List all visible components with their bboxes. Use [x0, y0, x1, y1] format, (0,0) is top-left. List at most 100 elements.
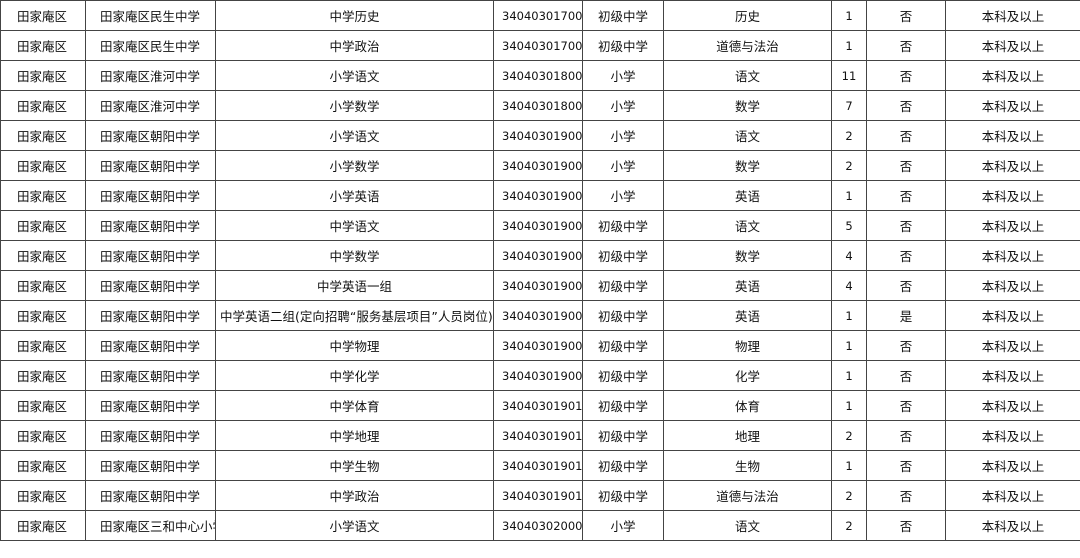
school-level-cell: 初级中学 [582, 390, 664, 421]
table-row: 田家庵区 田家庵区朝阳中学 中学数学 340403019005 初级中学 数学 4 否本科及以… [0, 240, 1080, 271]
position-code-cell: 340403019008 [493, 330, 583, 361]
targeted-cell: 否 [866, 150, 946, 181]
education-cell: 本科及以上 [945, 390, 1080, 421]
table-row: 田家庵区 田家庵区民生中学 中学政治 340403017009 初级中学 道德与法治 1 否本… [0, 30, 1080, 61]
headcount-cell: 1 [831, 180, 867, 211]
school-level-cell: 初级中学 [582, 480, 664, 511]
table-row: 田家庵区 田家庵区三和中心小学 小学语文 340403020001 小学 语文 2 否本科及以… [0, 510, 1080, 541]
targeted-cell: 否 [866, 480, 946, 511]
table-row: 田家庵区 田家庵区朝阳中学 中学英语二组(定向招聘“服务基层项目”人员岗位) 3404… [0, 300, 1080, 331]
district-cell: 田家庵区 [0, 180, 86, 211]
targeted-cell: 否 [866, 30, 946, 61]
position-code-cell: 340403019001 [493, 120, 583, 151]
subject-cell: 地理 [663, 420, 832, 451]
position-cell: 小学数学 [215, 90, 494, 121]
district-cell: 田家庵区 [0, 510, 86, 541]
school-level-cell: 初级中学 [582, 330, 664, 361]
targeted-cell: 否 [866, 210, 946, 241]
district-cell: 田家庵区 [0, 300, 86, 331]
subject-cell: 道德与法治 [663, 30, 832, 61]
table-row: 田家庵区 田家庵区淮河中学 小学语文 340403018001 小学 语文 11 否本科及以上 [0, 60, 1080, 91]
district-cell: 田家庵区 [0, 480, 86, 511]
school-level-cell: 小学 [582, 60, 664, 91]
headcount-cell: 5 [831, 210, 867, 241]
district-cell: 田家庵区 [0, 420, 86, 451]
education-cell: 本科及以上 [945, 450, 1080, 481]
education-cell: 本科及以上 [945, 0, 1080, 31]
education-cell: 本科及以上 [945, 210, 1080, 241]
position-code-cell: 340403019010 [493, 390, 583, 421]
district-cell: 田家庵区 [0, 450, 86, 481]
school-cell: 田家庵区朝阳中学 [85, 120, 216, 151]
district-cell: 田家庵区 [0, 360, 86, 391]
position-cell: 小学语文 [215, 120, 494, 151]
position-cell: 中学地理 [215, 420, 494, 451]
headcount-cell: 4 [831, 240, 867, 271]
school-cell: 田家庵区淮河中学 [85, 60, 216, 91]
position-code-cell: 340403019012 [493, 450, 583, 481]
district-cell: 田家庵区 [0, 210, 86, 241]
position-cell: 中学政治 [215, 480, 494, 511]
school-cell: 田家庵区朝阳中学 [85, 330, 216, 361]
position-cell: 小学数学 [215, 150, 494, 181]
targeted-cell: 否 [866, 270, 946, 301]
school-level-cell: 初级中学 [582, 450, 664, 481]
targeted-cell: 否 [866, 360, 946, 391]
school-cell: 田家庵区朝阳中学 [85, 210, 216, 241]
headcount-cell: 1 [831, 330, 867, 361]
position-cell: 小学语文 [215, 510, 494, 541]
headcount-cell: 2 [831, 480, 867, 511]
position-code-cell: 340403018001 [493, 60, 583, 91]
subject-cell: 英语 [663, 180, 832, 211]
school-cell: 田家庵区朝阳中学 [85, 240, 216, 271]
position-code-cell: 340403019011 [493, 420, 583, 451]
position-cell: 中学数学 [215, 240, 494, 271]
targeted-cell: 否 [866, 180, 946, 211]
district-cell: 田家庵区 [0, 30, 86, 61]
position-table: 田家庵区 田家庵区民生中学 中学历史 340403017008 初级中学 历史 1 否本科及以… [0, 0, 1080, 541]
headcount-cell: 1 [831, 0, 867, 31]
school-cell: 田家庵区朝阳中学 [85, 150, 216, 181]
school-level-cell: 小学 [582, 120, 664, 151]
district-cell: 田家庵区 [0, 390, 86, 421]
targeted-cell: 否 [866, 120, 946, 151]
subject-cell: 语文 [663, 120, 832, 151]
education-cell: 本科及以上 [945, 30, 1080, 61]
school-level-cell: 初级中学 [582, 360, 664, 391]
position-code-cell: 340403019009 [493, 360, 583, 391]
position-code-cell: 340403019005 [493, 240, 583, 271]
headcount-cell: 2 [831, 150, 867, 181]
subject-cell: 物理 [663, 330, 832, 361]
table-row: 田家庵区 田家庵区朝阳中学 中学体育 340403019010 初级中学 体育 1 否本科及以… [0, 390, 1080, 421]
district-cell: 田家庵区 [0, 270, 86, 301]
subject-cell: 历史 [663, 0, 832, 31]
targeted-cell: 否 [866, 450, 946, 481]
table-row: 田家庵区 田家庵区民生中学 中学历史 340403017008 初级中学 历史 1 否本科及以… [0, 0, 1080, 31]
targeted-cell: 否 [866, 420, 946, 451]
position-cell: 中学语文 [215, 210, 494, 241]
school-cell: 田家庵区三和中心小学 [85, 510, 216, 541]
school-cell: 田家庵区朝阳中学 [85, 450, 216, 481]
education-cell: 本科及以上 [945, 90, 1080, 121]
headcount-cell: 2 [831, 120, 867, 151]
school-cell: 田家庵区朝阳中学 [85, 300, 216, 331]
table-row: 田家庵区 田家庵区朝阳中学 小学数学 340403019002 小学 数学 2 否本科及以上 [0, 150, 1080, 181]
education-cell: 本科及以上 [945, 270, 1080, 301]
school-cell: 田家庵区朝阳中学 [85, 390, 216, 421]
headcount-cell: 1 [831, 30, 867, 61]
school-cell: 田家庵区淮河中学 [85, 90, 216, 121]
targeted-cell: 否 [866, 390, 946, 421]
headcount-cell: 1 [831, 360, 867, 391]
headcount-cell: 1 [831, 450, 867, 481]
school-level-cell: 初级中学 [582, 300, 664, 331]
headcount-cell: 1 [831, 300, 867, 331]
position-cell: 中学体育 [215, 390, 494, 421]
position-cell: 小学英语 [215, 180, 494, 211]
headcount-cell: 11 [831, 60, 867, 91]
education-cell: 本科及以上 [945, 240, 1080, 271]
position-code-cell: 340403017008 [493, 0, 583, 31]
position-code-cell: 340403019007 [493, 300, 583, 331]
subject-cell: 语文 [663, 210, 832, 241]
school-level-cell: 初级中学 [582, 30, 664, 61]
